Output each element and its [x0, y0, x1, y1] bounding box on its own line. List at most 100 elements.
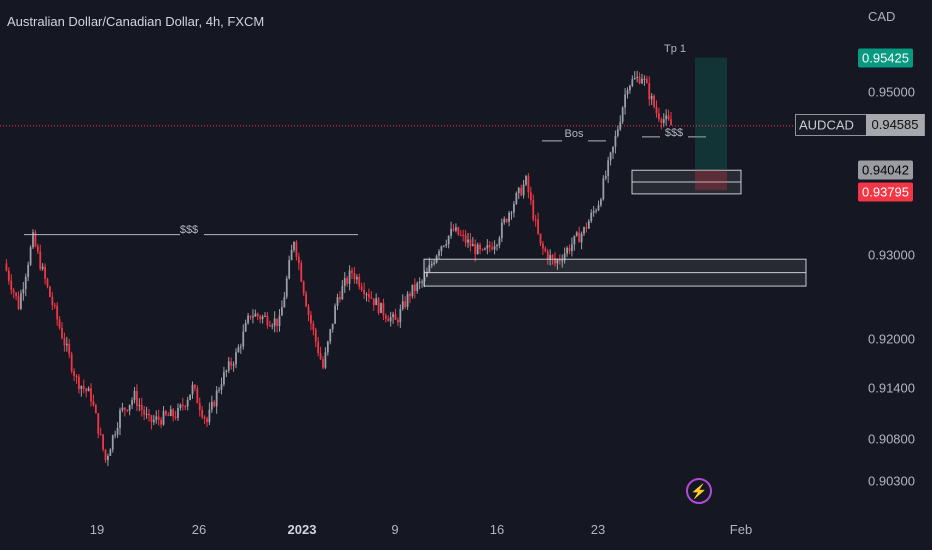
target-price-tag: 0.95425 [858, 48, 913, 68]
candle-body [285, 278, 288, 297]
candle-body [375, 298, 378, 306]
take-profit-area [695, 57, 727, 171]
candle-body [658, 113, 660, 120]
candle-body [198, 403, 201, 411]
candle-body [239, 346, 242, 348]
y-tick-label: 0.91400 [868, 380, 915, 396]
x-tick-label: 9 [391, 522, 399, 537]
candle-body [167, 414, 170, 416]
candle-body [471, 244, 474, 247]
candle-body [22, 289, 25, 294]
candle-body [626, 90, 629, 95]
candle-body [587, 221, 590, 229]
candle-body [365, 294, 368, 296]
candle-body [225, 370, 228, 372]
candle-body [334, 305, 336, 324]
candle-body [653, 95, 655, 107]
candle-body [44, 266, 46, 279]
liquidity-label-left: $$$ [179, 224, 199, 236]
candle-body [268, 325, 271, 327]
candle-body [10, 280, 13, 291]
candle-body [329, 329, 332, 342]
candle-body [575, 232, 578, 236]
candle-body [99, 434, 102, 436]
candle-body [464, 234, 467, 243]
candle-body [430, 263, 433, 266]
candle-body [46, 278, 49, 287]
candle-body [418, 281, 421, 284]
candle-body [242, 331, 245, 347]
candle-body [295, 242, 298, 257]
candle-body [179, 404, 182, 408]
candle-body [310, 314, 312, 324]
candle-body [421, 281, 423, 283]
candle-body [648, 83, 651, 100]
candle-body [53, 305, 56, 307]
candle-body [73, 371, 75, 377]
candle-body [621, 107, 624, 122]
candle-body [92, 401, 95, 405]
candle-body [445, 243, 448, 246]
candle-body [7, 270, 10, 281]
candle-body [433, 262, 436, 264]
candle-body [440, 246, 443, 252]
candle-body [15, 292, 17, 297]
candle-body [17, 296, 20, 309]
x-tick-label: 16 [489, 522, 505, 537]
candle-body [181, 404, 184, 407]
candle-body [34, 232, 37, 247]
candle-body [520, 187, 523, 196]
candle-body [363, 289, 365, 295]
candle-body [580, 233, 583, 243]
candle-body [360, 286, 363, 290]
candle-body [51, 296, 54, 306]
candle-body [172, 409, 175, 417]
candle-body [368, 294, 370, 298]
tp-label: Tp 1 [663, 43, 687, 55]
candle-body [150, 415, 153, 423]
x-tick-label: 19 [89, 522, 105, 537]
x-tick-label: 23 [590, 522, 606, 537]
candle-body [307, 306, 310, 315]
candle-body [662, 119, 665, 124]
candle-body [384, 315, 387, 319]
liquidity-label-right: $$$ [664, 127, 684, 139]
candle-body [116, 427, 119, 435]
candle-body [297, 256, 300, 263]
candle-body [537, 219, 539, 234]
candle-body [203, 417, 206, 419]
candle-body [491, 247, 494, 250]
lightning-icon[interactable]: ⚡ [686, 478, 712, 504]
y-tick-label: 0.90300 [868, 473, 915, 489]
candle-body [276, 318, 278, 326]
candle-body [358, 276, 361, 287]
candle-body [271, 325, 274, 327]
candle-body [459, 234, 462, 236]
candle-body [399, 308, 402, 323]
candle-body [312, 323, 315, 330]
candle-body [220, 384, 223, 390]
candle-body [670, 119, 672, 126]
candle-body [377, 298, 380, 313]
candle-body [404, 301, 407, 307]
candle-body [401, 301, 404, 309]
candle-body [544, 248, 547, 252]
candle-body [394, 314, 397, 320]
candle-body [302, 281, 305, 294]
candle-body [578, 232, 581, 243]
candle-body [201, 410, 204, 418]
candle-body [128, 404, 131, 411]
candle-body [136, 390, 138, 406]
y-tick-label: 0.93000 [868, 247, 915, 263]
x-tick-label: Feb [729, 522, 753, 537]
chart-title: Australian Dollar/Canadian Dollar, 4h, F… [7, 14, 265, 29]
candle-body [406, 293, 409, 307]
candle-body [155, 416, 158, 420]
candle-body [629, 85, 631, 91]
candle-body [481, 249, 484, 251]
candle-body [353, 272, 356, 280]
candle-body [191, 384, 194, 395]
candle-body [592, 210, 595, 213]
candle-body [152, 419, 155, 423]
